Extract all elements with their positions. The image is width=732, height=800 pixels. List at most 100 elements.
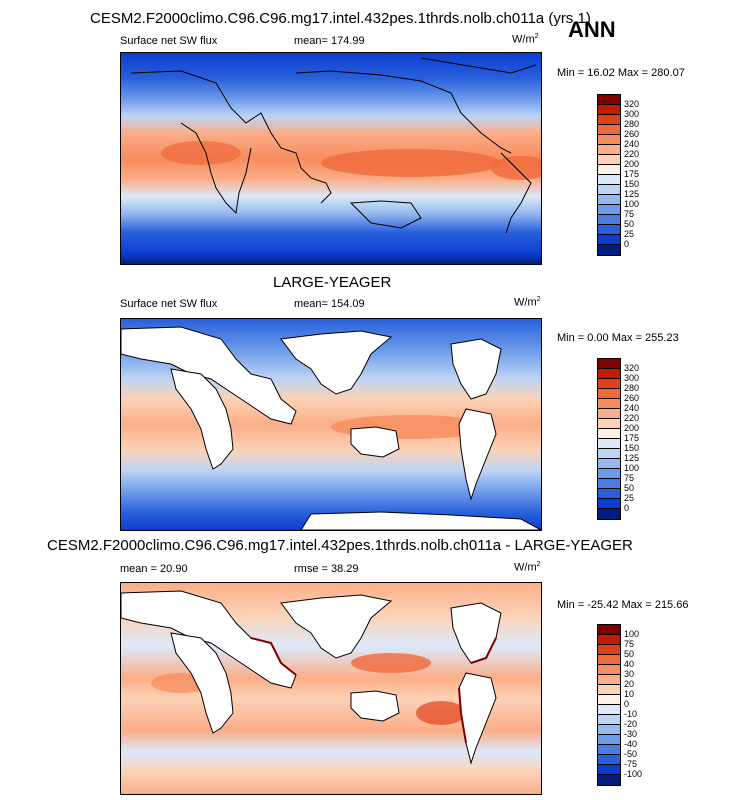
panel2-colorbar-tick-label: 50 [624, 483, 635, 493]
panel2-colorbar-cell [598, 429, 620, 439]
panel2-units: W/m2 [514, 296, 541, 309]
panel1-colorbar-tick-label: 300 [624, 109, 640, 119]
panel1-units: W/m2 [512, 33, 539, 46]
panel2-colorbar-cell [598, 499, 620, 509]
page-title: CESM2.F2000climo.C96.C96.mg17.intel.432p… [90, 10, 591, 27]
panel2-colorbar-tick-label: 200 [624, 423, 640, 433]
panel2-colorbar-cell [598, 419, 620, 429]
panel1-colorbar-tick-label: 320 [624, 99, 640, 109]
panel2-colorbar-tick-label: 125 [624, 453, 640, 463]
panel3-colorbar-cell [598, 715, 620, 725]
panel1-colorbar-cell [598, 165, 620, 175]
panel3-colorbar-tick-label: 30 [624, 669, 635, 679]
panel2-colorbar-cell [598, 459, 620, 469]
panel3-colorbar-tick-label: -20 [624, 719, 638, 729]
panel2-colorbar-tick-label: 300 [624, 373, 640, 383]
panel2-colorbar-cell [598, 469, 620, 479]
panel3-colorbar-tick-label: 50 [624, 649, 635, 659]
panel3-colorbar-cell [598, 735, 620, 745]
panel1-colorbar-cell [598, 205, 620, 215]
panel3-colorbar-tick-label: -50 [624, 749, 638, 759]
panel2-colorbar-cell [598, 479, 620, 489]
panel3-colorbar-tick-label: 40 [624, 659, 635, 669]
panel2-map [120, 318, 542, 531]
panel2-colorbar-tick-label: 100 [624, 463, 640, 473]
panel1-colorbar-cell [598, 225, 620, 235]
panel1-colorbar-tick-label: 240 [624, 139, 640, 149]
panel2-colorbar-cell [598, 359, 620, 369]
panel2-colorbar-cell [598, 439, 620, 449]
panel2-colorbar-tick-label: 25 [624, 493, 635, 503]
panel3-colorbar-cell [598, 705, 620, 715]
panel2-minmax: Min = 0.00 Max = 255.23 [557, 332, 679, 344]
panel2-colorbar-cell [598, 379, 620, 389]
panel1-variable: Surface net SW flux [120, 35, 218, 47]
season-label: ANN [568, 17, 616, 42]
panel2-colorbar-tick-label: 280 [624, 383, 640, 393]
panel2-colorbar-tick-label: 75 [624, 473, 635, 483]
panel1-colorbar-cell [598, 215, 620, 225]
panel1-colorbar-cell [598, 105, 620, 115]
panel3-colorbar [597, 624, 621, 786]
panel3-colorbar-tick-label: -100 [624, 769, 643, 779]
panel1-colorbar-tick-label: 200 [624, 159, 640, 169]
panel3-colorbar-cell [598, 775, 620, 785]
panel2-colorbar-cell [598, 449, 620, 459]
panel1-colorbar-tick-label: 0 [624, 239, 630, 249]
panel3-colorbar-cell [598, 755, 620, 765]
panel1-colorbar-tick-label: 220 [624, 149, 640, 159]
panel1-colorbar-cell [598, 185, 620, 195]
panel3-colorbar-cell [598, 725, 620, 735]
panel3-colorbar-tick-label: -30 [624, 729, 638, 739]
panel1-colorbar-cell [598, 115, 620, 125]
panel1-colorbar-cell [598, 155, 620, 165]
panel3-title: CESM2.F2000climo.C96.C96.mg17.intel.432p… [47, 537, 633, 554]
panel1-colorbar-tick-label: 75 [624, 209, 635, 219]
panel3-mean: mean = 20.90 [120, 563, 188, 575]
panel2-colorbar-tick-label: 150 [624, 443, 640, 453]
panel3-colorbar-tick-label: 100 [624, 629, 640, 639]
panel3-colorbar-tick-label: -10 [624, 709, 638, 719]
panel1-map [120, 52, 542, 265]
panel2-colorbar-tick-label: 240 [624, 403, 640, 413]
panel1-colorbar-tick-label: 260 [624, 129, 640, 139]
panel3-colorbar-tick-label: 10 [624, 689, 635, 699]
panel3-colorbar-cell [598, 635, 620, 645]
panel3-colorbar-cell [598, 645, 620, 655]
panel2-colorbar [597, 358, 621, 520]
panel2-colorbar-cell [598, 509, 620, 519]
panel2-colorbar-tick-label: 320 [624, 363, 640, 373]
panel1-colorbar-tick-label: 150 [624, 179, 640, 189]
panel2-colorbar-cell [598, 399, 620, 409]
panel2-colorbar-cell [598, 389, 620, 399]
panel3-colorbar-cell [598, 675, 620, 685]
panel1-colorbar-cell [598, 235, 620, 245]
panel1-colorbar-cell [598, 245, 620, 255]
panel1-colorbar-tick-label: 100 [624, 199, 640, 209]
panel2-mean: mean= 154.09 [294, 298, 365, 310]
panel1-colorbar-tick-label: 280 [624, 119, 640, 129]
panel3-map [120, 582, 542, 795]
panel3-colorbar-tick-label: -75 [624, 759, 638, 769]
panel2-variable: Surface net SW flux [120, 298, 218, 310]
panel3-colorbar-cell [598, 695, 620, 705]
panel1-colorbar-cell [598, 135, 620, 145]
panel3-colorbar-tick-label: 0 [624, 699, 630, 709]
panel3-colorbar-cell [598, 665, 620, 675]
panel1-colorbar-cell [598, 95, 620, 105]
panel1-colorbar-cell [598, 145, 620, 155]
panel1-colorbar-tick-label: 175 [624, 169, 640, 179]
panel3-rmse: rmse = 38.29 [294, 563, 359, 575]
panel1-mean: mean= 174.99 [294, 35, 365, 47]
panel3-minmax: Min = -25.42 Max = 215.66 [557, 599, 689, 611]
panel2-colorbar-cell [598, 369, 620, 379]
panel2-colorbar-tick-label: 220 [624, 413, 640, 423]
panel1-colorbar-cell [598, 195, 620, 205]
panel3-colorbar-cell [598, 655, 620, 665]
panel3-colorbar-tick-label: -40 [624, 739, 638, 749]
panel3-colorbar-tick-label: 20 [624, 679, 635, 689]
panel2-colorbar-tick-label: 175 [624, 433, 640, 443]
panel1-colorbar-tick-label: 25 [624, 229, 635, 239]
panel1-minmax: Min = 16.02 Max = 280.07 [557, 67, 685, 79]
panel2-colorbar-cell [598, 409, 620, 419]
